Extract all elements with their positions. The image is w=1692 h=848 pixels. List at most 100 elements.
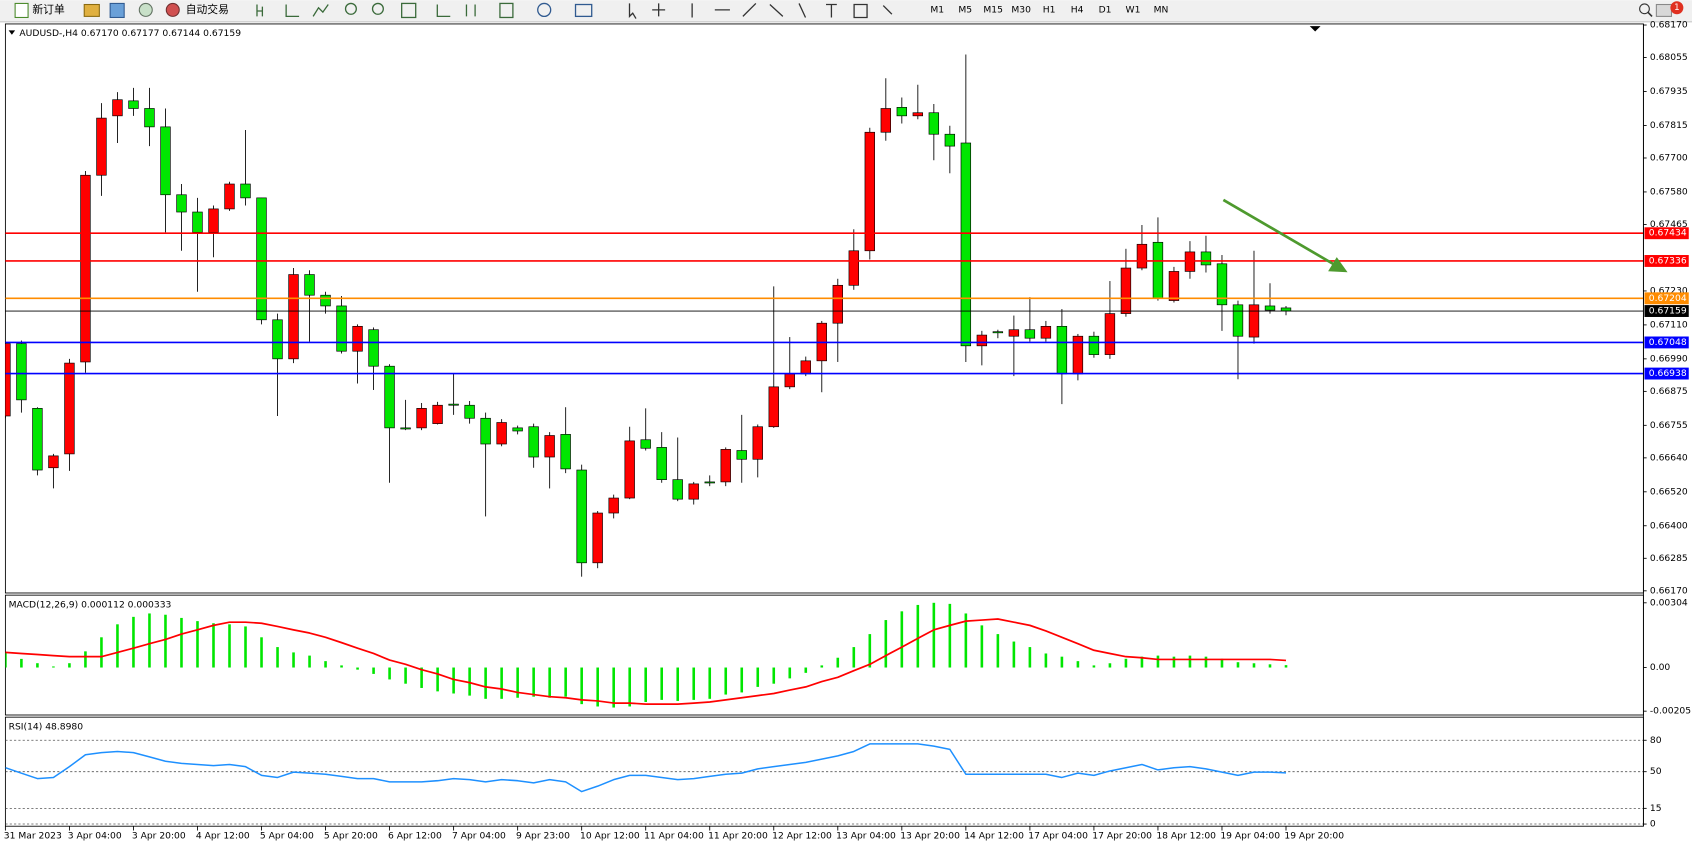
timeframe-button[interactable]: H1 xyxy=(1043,4,1056,15)
candle-body xyxy=(960,142,972,347)
candle-body xyxy=(1104,313,1116,355)
toolbar-icon[interactable] xyxy=(312,4,329,17)
macd-histogram-bar xyxy=(52,666,55,668)
candle-body xyxy=(1088,335,1100,355)
macd-histogram-bar xyxy=(356,667,359,670)
candle-body xyxy=(496,422,507,445)
timeframe-button[interactable]: H4 xyxy=(1071,4,1084,15)
candle-body xyxy=(304,274,315,296)
x-tick-label: 13 Apr 20:00 xyxy=(900,830,960,841)
x-tick-label: 13 Apr 04:00 xyxy=(836,830,896,841)
macd-histogram-bar xyxy=(532,667,535,697)
toolbar-icon[interactable] xyxy=(574,3,593,18)
macd-histogram-bar xyxy=(372,667,375,674)
candle-body xyxy=(1024,329,1036,339)
candle-body xyxy=(1264,305,1276,311)
macd-histogram-bar xyxy=(548,667,551,698)
macd-histogram-bar xyxy=(308,655,311,668)
x-tick-label: 10 Apr 12:00 xyxy=(580,830,640,841)
y-tick-label: 0.68055 xyxy=(1650,52,1688,63)
macd-histogram-bar xyxy=(804,667,808,673)
timeframe-button[interactable]: D1 xyxy=(1099,4,1112,15)
chat-icon[interactable] xyxy=(1655,3,1673,17)
macd-histogram-bar xyxy=(36,663,39,668)
toolbar-icon[interactable] xyxy=(436,4,476,18)
timeframe-button[interactable]: M15 xyxy=(983,4,1003,15)
y-tick-label: 0.68170 xyxy=(1650,20,1688,31)
toolbar-icon[interactable] xyxy=(499,2,514,19)
candle-body xyxy=(720,449,731,483)
y-tick-label: 0.66285 xyxy=(1650,553,1688,564)
macd-histogram-bar xyxy=(900,611,904,668)
toolbar-bg xyxy=(0,0,1692,22)
macd-histogram-bar xyxy=(932,602,936,668)
timeframe-button[interactable]: M1 xyxy=(930,4,944,15)
macd-histogram-bar xyxy=(1124,658,1128,668)
x-tick-label: 3 Apr 04:00 xyxy=(68,830,122,841)
timeframe-button[interactable]: MN xyxy=(1154,4,1169,15)
auto-trading-button[interactable]: 自动交易 xyxy=(165,2,229,17)
x-tick-label: 18 Apr 12:00 xyxy=(1156,830,1216,841)
candle-body xyxy=(944,133,956,147)
macd-histogram-bar xyxy=(1028,647,1032,668)
macd-histogram-bar xyxy=(756,667,760,687)
candle-body xyxy=(400,427,411,430)
candle-body xyxy=(928,112,940,135)
macd-histogram-bar xyxy=(132,616,135,668)
macd-signal-line xyxy=(5,618,1287,705)
toolbar-icon[interactable] xyxy=(109,2,125,19)
x-tick-label: 6 Apr 12:00 xyxy=(388,830,442,841)
macd-histogram-bar xyxy=(724,667,728,695)
macd-histogram-bar xyxy=(740,667,744,693)
timeframe-button[interactable]: W1 xyxy=(1126,4,1141,15)
toolbar-icon[interactable] xyxy=(138,2,153,17)
y-tick-label: -0.00205 xyxy=(1650,706,1691,717)
new-order-button[interactable]: 新订单 xyxy=(14,2,65,19)
candle-body xyxy=(368,329,379,367)
x-tick-label: 4 Apr 12:00 xyxy=(196,830,250,841)
y-tick-label: 0.66170 xyxy=(1650,585,1688,596)
y-tick-label: 0.66520 xyxy=(1650,486,1688,497)
macd-histogram-bar xyxy=(820,665,824,668)
candle-body xyxy=(672,479,683,500)
candle-body xyxy=(464,404,475,419)
toolbar-icon[interactable] xyxy=(344,2,357,15)
toolbar-icon[interactable] xyxy=(401,2,417,19)
macd-histogram-bar xyxy=(1156,655,1160,668)
candle-body xyxy=(1200,251,1212,266)
toolbar-icon[interactable] xyxy=(371,2,384,15)
x-tick-label: 9 Apr 23:00 xyxy=(516,830,570,841)
timeframe-button[interactable]: M5 xyxy=(958,4,972,15)
toolbar-icon[interactable] xyxy=(256,4,264,17)
candle-body xyxy=(336,305,347,352)
macd-histogram-bar xyxy=(996,634,1000,668)
macd-histogram-bar xyxy=(1236,662,1240,668)
candle-body xyxy=(640,439,651,449)
macd-histogram-bar xyxy=(260,637,263,668)
toolbar-icon[interactable] xyxy=(628,2,893,19)
macd-histogram-bar xyxy=(1204,656,1208,668)
toolbar-icon[interactable] xyxy=(83,3,100,17)
candle-body xyxy=(128,100,139,109)
macd-histogram-bar xyxy=(212,623,215,668)
candle-body xyxy=(624,440,635,499)
timeframe-button[interactable]: M30 xyxy=(1011,4,1031,15)
notification-badge[interactable] xyxy=(1670,1,1684,15)
candle-body xyxy=(784,373,795,388)
candle-body xyxy=(912,112,924,117)
candle-body xyxy=(1056,325,1068,375)
toolbar-icon[interactable] xyxy=(285,4,300,18)
toolbar-icon[interactable] xyxy=(537,2,552,18)
new-order-icon xyxy=(14,2,29,19)
macd-histogram-bar xyxy=(516,667,519,698)
search-icon[interactable] xyxy=(1639,3,1650,15)
candle-body xyxy=(1232,304,1244,337)
macd-histogram-bar xyxy=(1220,658,1224,668)
x-tick-label: 17 Apr 20:00 xyxy=(1092,830,1152,841)
x-tick-label: 7 Apr 04:00 xyxy=(452,830,506,841)
candle-body xyxy=(1136,243,1148,269)
x-tick-label: 19 Apr 04:00 xyxy=(1220,830,1280,841)
macd-histogram-bar xyxy=(1172,656,1176,668)
x-tick-label: 11 Apr 20:00 xyxy=(708,830,768,841)
